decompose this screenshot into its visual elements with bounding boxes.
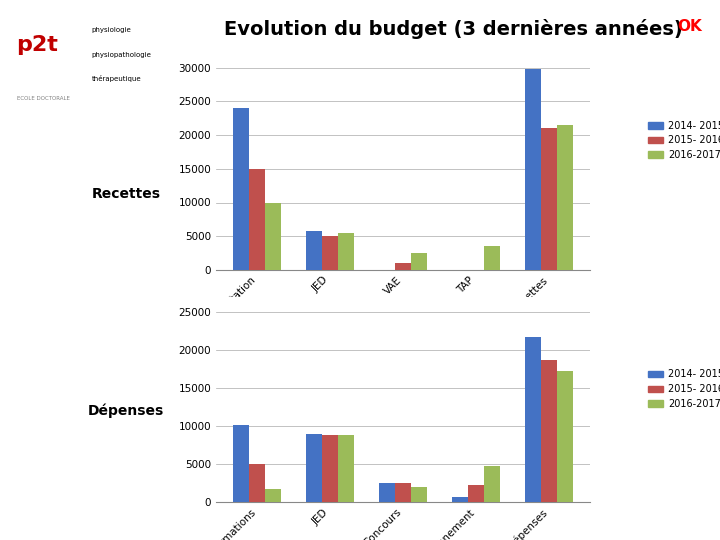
Bar bbox=[411, 487, 427, 502]
Bar bbox=[322, 435, 338, 502]
Bar bbox=[395, 483, 411, 502]
Text: p2t: p2t bbox=[17, 35, 58, 55]
Bar bbox=[265, 489, 282, 502]
Text: Evolution du budget (3 dernières années): Evolution du budget (3 dernières années) bbox=[224, 19, 683, 39]
Bar bbox=[411, 253, 427, 270]
Bar bbox=[485, 465, 500, 502]
Bar bbox=[338, 435, 354, 502]
Text: physiopathologie: physiopathologie bbox=[91, 51, 151, 58]
Bar bbox=[249, 168, 265, 270]
Bar bbox=[395, 263, 411, 270]
Bar bbox=[485, 246, 500, 270]
Bar bbox=[338, 233, 354, 270]
Legend: 2014- 2015, 2015- 2016, 2016-2017: 2014- 2015, 2015- 2016, 2016-2017 bbox=[644, 366, 720, 413]
Bar bbox=[233, 108, 249, 270]
Bar bbox=[541, 360, 557, 502]
Bar bbox=[306, 231, 322, 270]
Text: Recettes: Recettes bbox=[91, 187, 161, 201]
Bar bbox=[557, 125, 573, 270]
Bar bbox=[468, 485, 485, 502]
Bar bbox=[306, 434, 322, 502]
Bar bbox=[379, 483, 395, 502]
Bar bbox=[265, 202, 282, 270]
Bar bbox=[525, 336, 541, 502]
Text: ECOLE DOCTORALE: ECOLE DOCTORALE bbox=[17, 96, 69, 101]
Bar bbox=[233, 424, 249, 502]
Bar bbox=[322, 237, 338, 270]
Bar bbox=[541, 128, 557, 270]
Text: OK: OK bbox=[678, 19, 702, 34]
Bar bbox=[557, 372, 573, 502]
Legend: 2014- 2015, 2015- 2016, 2016-2017: 2014- 2015, 2015- 2016, 2016-2017 bbox=[644, 117, 720, 164]
Text: physiologie: physiologie bbox=[91, 27, 131, 33]
Text: thérapeutique: thérapeutique bbox=[91, 76, 141, 82]
Text: Dépenses: Dépenses bbox=[88, 403, 164, 417]
Bar bbox=[525, 69, 541, 270]
Bar bbox=[452, 497, 468, 502]
Bar bbox=[249, 464, 265, 502]
